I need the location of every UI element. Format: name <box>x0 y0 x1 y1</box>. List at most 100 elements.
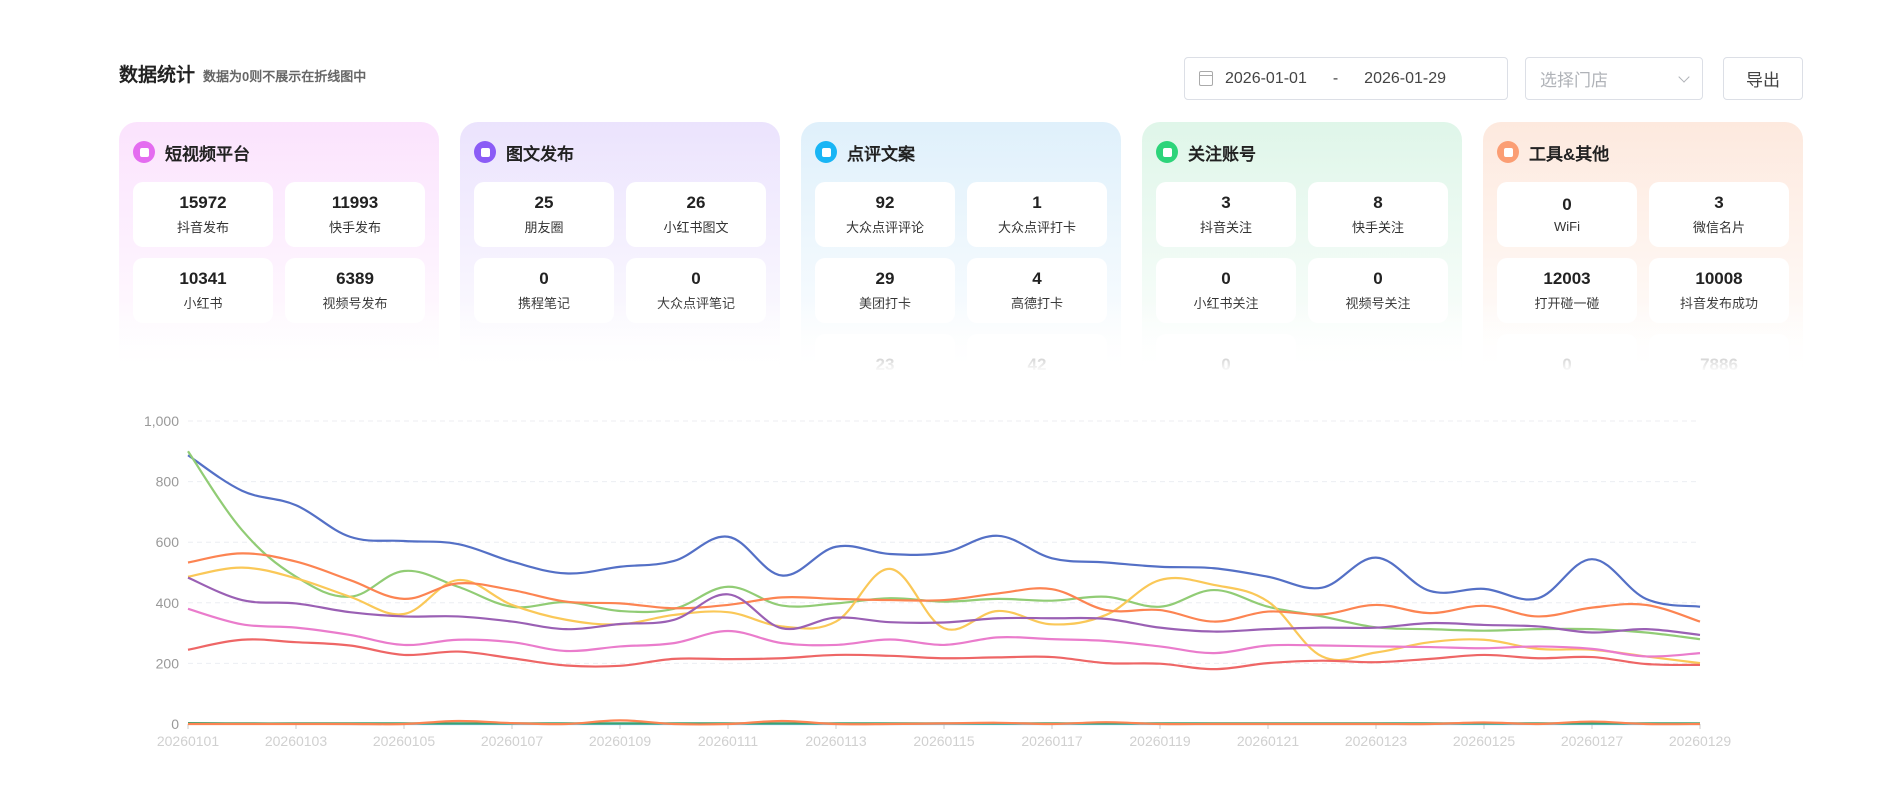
stat-value: 3 <box>1714 193 1724 212</box>
stat-tile: 11993 快手发布 <box>285 182 425 247</box>
stat-tile: 25 朋友圈 <box>474 182 614 247</box>
x-tick-label: 20260129 <box>1669 733 1732 749</box>
stat-tile: 3 抖音关注 <box>1156 182 1296 247</box>
stat-value: 15972 <box>179 193 227 212</box>
x-tick-label: 20260105 <box>373 733 436 749</box>
y-tick-label: 0 <box>171 716 179 732</box>
series-line-8 <box>187 607 1701 658</box>
stat-value: 8 <box>1373 193 1383 212</box>
card-header: 工具&其他 <box>1497 122 1789 182</box>
card-header: 关注账号 <box>1156 122 1448 182</box>
x-tick-label: 20260115 <box>913 733 974 749</box>
series-line-0 <box>187 454 1701 608</box>
x-tick-label: 20260121 <box>1237 733 1300 749</box>
stat-value: 26 <box>686 193 706 212</box>
x-tick-label: 20260109 <box>589 733 652 749</box>
stat-label: 快手关注 <box>1351 220 1404 235</box>
stat-label: 大众点评评论 <box>845 220 924 235</box>
stat-tile: 26 小红书图文 <box>626 182 766 247</box>
stat-value: 6389 <box>336 269 374 288</box>
card-title: 工具&其他 <box>1529 144 1610 164</box>
page-subtitle: 数据为0则不展示在折线图中 <box>203 69 367 84</box>
series-line-6 <box>187 552 1701 623</box>
card-title: 点评文案 <box>847 144 915 164</box>
card-title: 图文发布 <box>506 144 574 164</box>
stat-value: 0 <box>691 269 701 288</box>
video-icon <box>133 141 155 163</box>
stat-value: 10341 <box>179 269 227 288</box>
heart-icon <box>1156 141 1178 163</box>
x-tick-label: 20260103 <box>265 733 328 749</box>
stat-card: 图文发布 25 朋友圈 26 小红书图文 0 携程笔记 0 大众点评笔记 <box>460 122 780 380</box>
stat-label: 朋友圈 <box>524 220 564 235</box>
y-tick-label: 800 <box>156 474 180 490</box>
series-line-7 <box>187 576 1701 637</box>
image-folder-icon <box>474 141 496 163</box>
store-select-placeholder: 选择门店 <box>1540 71 1608 90</box>
stat-label: 抖音发布 <box>176 220 229 235</box>
stat-value: 25 <box>534 193 554 212</box>
stat-card: 短视频平台 15972 抖音发布 11993 快手发布 10341 小红书 63… <box>119 122 439 380</box>
card-header: 点评文案 <box>815 122 1107 182</box>
stat-value: 4 <box>1032 269 1042 288</box>
stat-label: 大众点评打卡 <box>997 220 1076 235</box>
card-title: 短视频平台 <box>165 144 250 164</box>
stat-value: 10008 <box>1695 269 1743 288</box>
x-tick-label: 20260107 <box>481 733 544 749</box>
page-title: 数据统计 <box>119 65 196 86</box>
y-tick-label: 600 <box>156 534 180 550</box>
box-icon <box>1497 141 1519 163</box>
x-tick-label: 20260111 <box>698 733 758 749</box>
store-select[interactable]: 选择门店 <box>1525 57 1703 100</box>
stat-card: 点评文案 92 大众点评评论 1 大众点评打卡 29 美团打卡 4 高德打卡 2… <box>801 122 1121 380</box>
y-tick-label: 200 <box>156 655 180 671</box>
date-start[interactable]: 2026-01-01 <box>1225 69 1307 87</box>
stat-value: 1 <box>1032 193 1042 212</box>
stat-tile: 1 大众点评打卡 <box>967 182 1107 247</box>
card-header: 图文发布 <box>474 122 766 182</box>
stat-value: 0 <box>1221 269 1231 288</box>
comment-icon <box>815 141 837 163</box>
x-tick-label: 20260101 <box>157 733 220 749</box>
stat-tile: 15972 抖音发布 <box>133 182 273 247</box>
page-header: 数据统计 数据为0则不展示在折线图中 <box>119 60 366 87</box>
calendar-icon <box>1199 71 1213 86</box>
date-separator: - <box>1332 69 1339 87</box>
stat-label: 抖音关注 <box>1199 220 1252 235</box>
stat-tile: 8 快手关注 <box>1308 182 1448 247</box>
date-end[interactable]: 2026-01-29 <box>1364 69 1447 87</box>
stat-value: 12003 <box>1543 269 1591 288</box>
stat-label: WiFi <box>1554 219 1580 234</box>
stat-card: 关注账号 3 抖音关注 8 快手关注 0 小红书关注 0 视频号关注 0 <box>1142 122 1462 380</box>
stat-card: 工具&其他 0 WiFi 3 微信名片 12003 打开碰一碰 10008 抖音… <box>1483 122 1803 380</box>
stat-value: 0 <box>1562 195 1572 214</box>
x-tick-label: 20260123 <box>1345 733 1408 749</box>
stat-value: 0 <box>1373 269 1383 288</box>
y-tick-label: 400 <box>156 595 180 611</box>
stat-value: 92 <box>875 193 895 212</box>
x-tick-label: 20260117 <box>1021 733 1082 749</box>
stat-tile: 3 微信名片 <box>1649 182 1789 247</box>
stat-value: 0 <box>539 269 549 288</box>
series-line-2 <box>187 566 1701 665</box>
series-line-9 <box>187 719 1701 726</box>
card-title: 关注账号 <box>1188 144 1256 164</box>
stat-label: 微信名片 <box>1692 220 1745 235</box>
stat-value: 3 <box>1221 193 1231 212</box>
card-header: 短视频平台 <box>133 122 425 182</box>
stat-value: 29 <box>875 269 895 288</box>
stat-value: 11993 <box>331 193 379 212</box>
x-tick-label: 20260119 <box>1129 733 1190 749</box>
series-line-3 <box>187 638 1701 671</box>
y-tick-label: 1,000 <box>144 413 179 429</box>
date-range-picker[interactable]: 2026-01-01 - 2026-01-29 <box>1184 57 1508 100</box>
x-tick-label: 20260125 <box>1453 733 1516 749</box>
export-button[interactable]: 导出 <box>1723 57 1803 100</box>
x-tick-label: 20260113 <box>805 733 866 749</box>
stat-label: 小红书图文 <box>663 220 729 235</box>
stat-tile: 0 WiFi <box>1497 182 1637 247</box>
stat-tile: 92 大众点评评论 <box>815 182 955 247</box>
x-tick-label: 20260127 <box>1561 733 1624 749</box>
stat-label: 快手发布 <box>328 220 381 235</box>
